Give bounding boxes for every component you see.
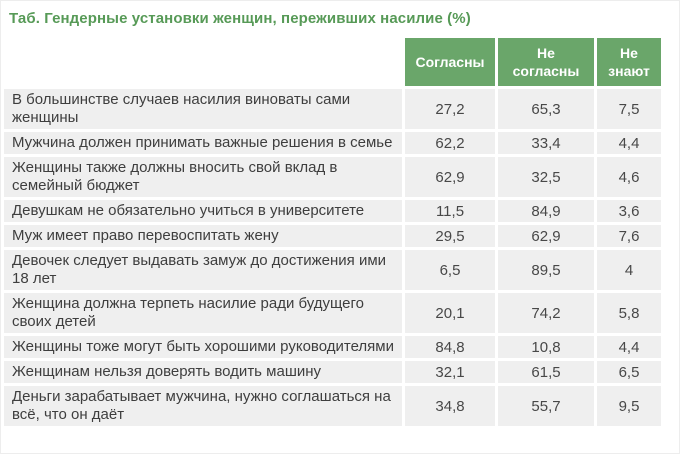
table-title: Таб. Гендерные установки женщин, пережив… — [9, 10, 471, 27]
disagree-value-cell: 65,3 — [498, 89, 594, 129]
disagree-value-cell: 74,2 — [498, 293, 594, 333]
unknown-value-cell: 7,6 — [597, 225, 661, 247]
table-row: В большинстве случаев насилия виноваты с… — [4, 89, 661, 129]
unknown-value-cell: 4 — [597, 250, 661, 290]
unknown-value-cell: 9,5 — [597, 386, 661, 426]
gender-attitudes-table: Согласны Не согласны Не знают В большинс… — [1, 35, 664, 429]
statement-cell: В большинстве случаев насилия виноваты с… — [4, 89, 402, 129]
unknown-value-cell: 4,4 — [597, 132, 661, 154]
table-header: Согласны Не согласны Не знают — [4, 38, 661, 86]
disagree-value-cell: 84,9 — [498, 200, 594, 222]
agree-value-cell: 62,9 — [405, 157, 495, 197]
table-row: Женщины тоже могут быть хорошими руковод… — [4, 336, 661, 358]
table-row: Деньги зарабатывает мужчина, нужно согла… — [4, 386, 661, 426]
disagree-value-cell: 89,5 — [498, 250, 594, 290]
statement-cell: Женщинам нельзя доверять водить машину — [4, 361, 402, 383]
agree-value-cell: 11,5 — [405, 200, 495, 222]
table-row: Девушкам не обязательно учиться в универ… — [4, 200, 661, 222]
agree-value-cell: 6,5 — [405, 250, 495, 290]
column-header-disagree: Не согласны — [498, 38, 594, 86]
unknown-value-cell: 4,6 — [597, 157, 661, 197]
table-row: Муж имеет право перевоспитать жену 29,5 … — [4, 225, 661, 247]
agree-value-cell: 62,2 — [405, 132, 495, 154]
statement-cell: Женщина должна терпеть насилие ради буду… — [4, 293, 402, 333]
disagree-value-cell: 33,4 — [498, 132, 594, 154]
disagree-value-cell: 61,5 — [498, 361, 594, 383]
agree-value-cell: 34,8 — [405, 386, 495, 426]
header-spacer — [4, 38, 402, 86]
disagree-value-cell: 10,8 — [498, 336, 594, 358]
statement-cell: Девочек следует выдавать замуж до достиж… — [4, 250, 402, 290]
agree-value-cell: 84,8 — [405, 336, 495, 358]
statement-cell: Муж имеет право перевоспитать жену — [4, 225, 402, 247]
statement-cell: Женщины также должны вносить свой вклад … — [4, 157, 402, 197]
agree-value-cell: 29,5 — [405, 225, 495, 247]
statement-cell: Мужчина должен принимать важные решения … — [4, 132, 402, 154]
page: Таб. Гендерные установки женщин, пережив… — [1, 10, 679, 429]
table-row: Женщина должна терпеть насилие ради буду… — [4, 293, 661, 333]
statement-cell: Деньги зарабатывает мужчина, нужно согла… — [4, 386, 402, 426]
disagree-value-cell: 55,7 — [498, 386, 594, 426]
unknown-value-cell: 7,5 — [597, 89, 661, 129]
disagree-value-cell: 32,5 — [498, 157, 594, 197]
agree-value-cell: 20,1 — [405, 293, 495, 333]
table-row: Мужчина должен принимать важные решения … — [4, 132, 661, 154]
table-row: Женщинам нельзя доверять водить машину 3… — [4, 361, 661, 383]
statement-cell: Женщины тоже могут быть хорошими руковод… — [4, 336, 402, 358]
unknown-value-cell: 6,5 — [597, 361, 661, 383]
column-header-agree: Согласны — [405, 38, 495, 86]
header-row: Согласны Не согласны Не знают — [4, 38, 661, 86]
table-body: В большинстве случаев насилия виноваты с… — [4, 89, 661, 426]
unknown-value-cell: 4,4 — [597, 336, 661, 358]
column-header-unknown: Не знают — [597, 38, 661, 86]
table-row: Девочек следует выдавать замуж до достиж… — [4, 250, 661, 290]
agree-value-cell: 27,2 — [405, 89, 495, 129]
table-row: Женщины также должны вносить свой вклад … — [4, 157, 661, 197]
statement-cell: Девушкам не обязательно учиться в универ… — [4, 200, 402, 222]
unknown-value-cell: 3,6 — [597, 200, 661, 222]
agree-value-cell: 32,1 — [405, 361, 495, 383]
unknown-value-cell: 5,8 — [597, 293, 661, 333]
disagree-value-cell: 62,9 — [498, 225, 594, 247]
